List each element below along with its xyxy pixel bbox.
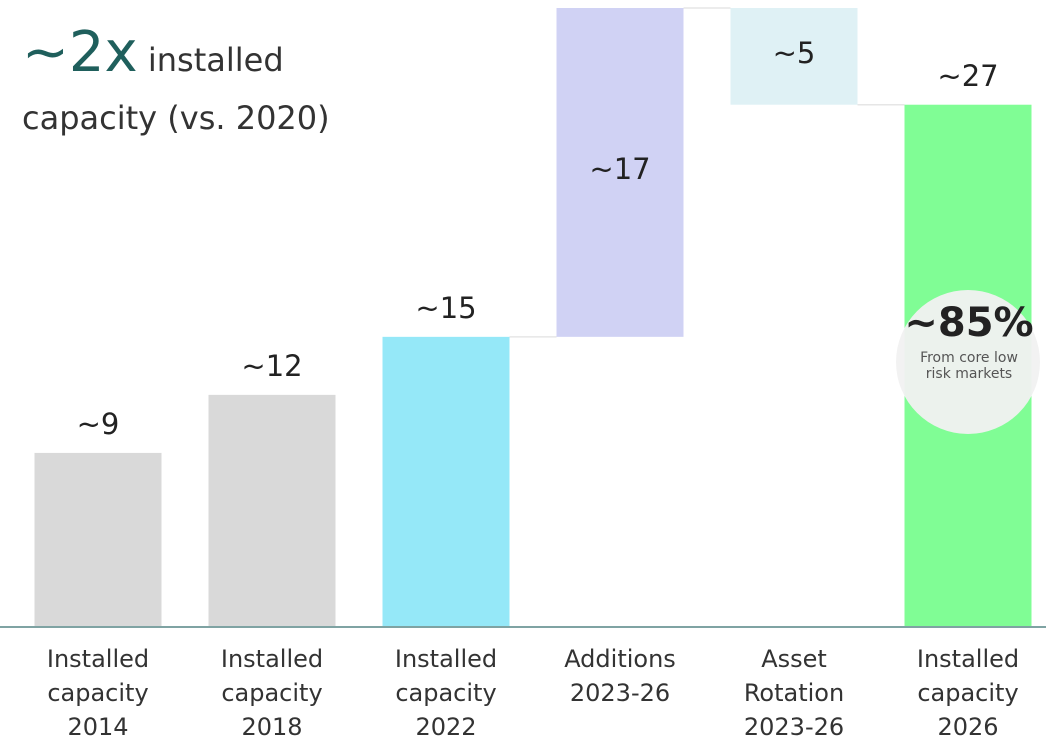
x-tick-label: Installed capacity 2014 (46, 645, 150, 741)
callout-value: ~85% (904, 300, 1034, 346)
value-label: ~27 (937, 58, 999, 93)
bar (556, 8, 684, 337)
value-label: ~5 (772, 36, 816, 71)
bar (34, 452, 162, 627)
value-label: ~17 (589, 152, 651, 187)
callout-text: From core low risk markets (920, 350, 1018, 382)
bar (208, 394, 336, 627)
value-label: ~15 (415, 290, 477, 325)
bar (382, 336, 510, 627)
title: ~2x installed capacity (vs. 2020) (22, 24, 402, 147)
title-text: installed capacity (vs. 2020) (22, 41, 330, 137)
x-tick-label: Additions 2023-26 (564, 645, 676, 707)
x-tick-label: Asset Rotation 2023-26 (743, 645, 845, 741)
bar (730, 8, 858, 105)
callout: ~85% From core low risk markets (894, 300, 1044, 382)
x-tick-label: Installed capacity 2018 (220, 645, 324, 741)
callout-circle (896, 290, 1040, 434)
x-tick-label: Installed capacity 2026 (916, 645, 1020, 741)
title-emphasis: ~2x (22, 20, 138, 85)
x-tick-label: Installed capacity 2022 (394, 645, 498, 741)
value-label: ~12 (241, 348, 303, 383)
value-label: ~9 (76, 406, 120, 441)
